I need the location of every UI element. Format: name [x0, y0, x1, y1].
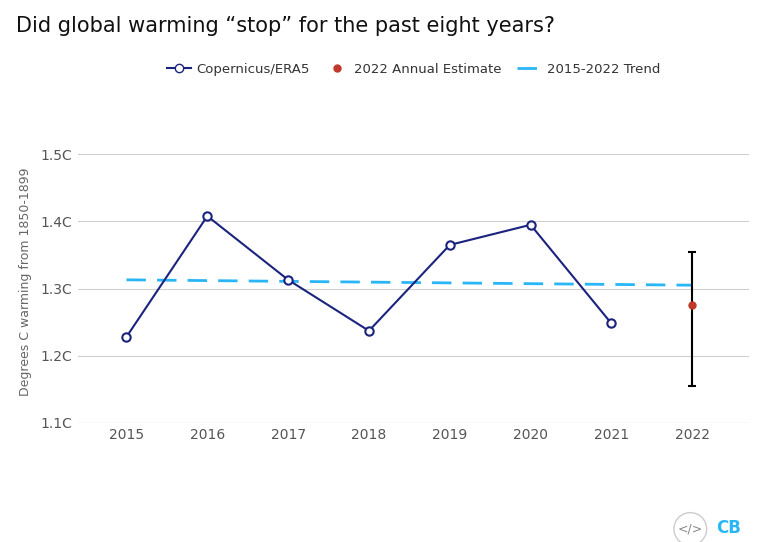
Text: </>: </> [678, 522, 703, 535]
Text: Did global warming “stop” for the past eight years?: Did global warming “stop” for the past e… [16, 16, 555, 36]
Legend: Copernicus/ERA5, 2022 Annual Estimate, 2015-2022 Trend: Copernicus/ERA5, 2022 Annual Estimate, 2… [161, 57, 665, 81]
Y-axis label: Degrees C warming from 1850-1899: Degrees C warming from 1850-1899 [20, 167, 32, 396]
Text: CB: CB [716, 519, 741, 537]
